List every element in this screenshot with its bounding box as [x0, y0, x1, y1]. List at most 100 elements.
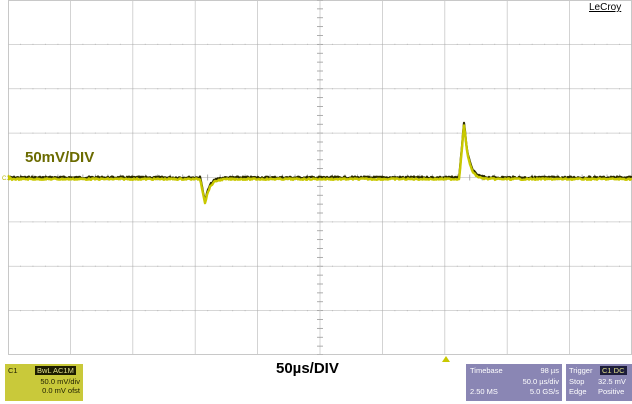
grid-dot	[194, 43, 196, 45]
grid-dot	[593, 43, 596, 45]
grid-dot	[431, 310, 433, 312]
grid-dot	[144, 221, 146, 223]
grid-dot	[19, 132, 22, 134]
grid-dot	[207, 265, 209, 267]
coupling-badge: BwL AC1M	[35, 366, 76, 375]
grid-dot	[32, 310, 34, 312]
grid-dot	[44, 221, 47, 223]
grid-dot	[331, 221, 334, 223]
grid-dot	[618, 310, 621, 312]
grid-dot	[581, 310, 583, 312]
grid-dot	[144, 88, 146, 90]
grid-dot	[593, 221, 596, 223]
grid-dot	[257, 132, 259, 134]
grid-dot	[306, 132, 309, 134]
grid-dot	[306, 310, 309, 312]
grid-dot	[182, 88, 184, 90]
grid-dot	[606, 88, 608, 90]
grid-dot	[244, 265, 246, 267]
grid-dot	[157, 265, 159, 267]
grid-dot	[581, 265, 583, 267]
grid-dot	[169, 310, 171, 312]
grid-dot	[69, 88, 71, 90]
grid-dot	[444, 310, 446, 312]
grid-dot	[119, 132, 121, 134]
grid-dot	[544, 265, 546, 267]
grid-dot	[157, 310, 159, 312]
grid-dot	[456, 132, 458, 134]
grid-dot	[219, 132, 221, 134]
grid-dot	[57, 43, 59, 45]
grid-dot	[269, 310, 271, 312]
grid-dot	[394, 132, 396, 134]
grid-dot	[606, 221, 608, 223]
grid-dot	[269, 221, 271, 223]
timebase-panel[interactable]: Timebase 98 µs 50.0 µs/div 2.50 MS 5.0 G…	[466, 364, 562, 401]
grid-dot	[369, 310, 371, 312]
grid-dot	[344, 265, 346, 267]
grid-dot	[481, 310, 483, 312]
grid-dot	[431, 88, 433, 90]
grid-dot	[394, 88, 396, 90]
grid-dot	[606, 310, 608, 312]
grid-dot	[219, 310, 221, 312]
time-per-div: 50.0 µs/div	[522, 377, 559, 386]
grid-dot	[481, 43, 483, 45]
grid-dot	[618, 132, 621, 134]
grid-dot	[257, 221, 259, 223]
grid-dot	[244, 310, 246, 312]
grid-dot	[469, 221, 471, 223]
grid-dot	[556, 132, 558, 134]
grid-dot	[506, 310, 508, 312]
grid-dot	[519, 43, 521, 45]
trigger-panel[interactable]: Trigger C1 DC Stop 32.5 mV Edge Positive	[566, 364, 632, 401]
grid-dot	[207, 43, 209, 45]
grid-dot	[119, 310, 121, 312]
grid-dot	[169, 132, 171, 134]
grid-dot	[82, 221, 84, 223]
grid-dot	[194, 265, 196, 267]
grid-dot	[169, 88, 171, 90]
memory-length: 2.50 MS	[470, 387, 498, 396]
grid-dot	[431, 265, 433, 267]
grid-dot	[244, 43, 246, 45]
grid-dot	[481, 221, 483, 223]
grid-dot	[306, 221, 309, 223]
grid-dot	[107, 88, 109, 90]
grid-dot	[381, 132, 383, 134]
grid-dot	[219, 88, 221, 90]
grid-dot	[456, 43, 458, 45]
grid-dot	[232, 310, 234, 312]
grid-dot	[344, 132, 346, 134]
grid-dot	[406, 88, 408, 90]
grid-dot	[169, 43, 171, 45]
sample-rate: 5.0 GS/s	[529, 387, 559, 396]
grid-dot	[44, 132, 47, 134]
channel-1-panel[interactable]: C1 BwL AC1M 50.0 mV/div 0.0 mV ofst	[5, 364, 83, 401]
grid-dot	[519, 88, 521, 90]
grid-dot	[406, 132, 408, 134]
grid-dot	[531, 88, 533, 90]
grid-dot	[82, 43, 84, 45]
grid-dot	[8, 265, 9, 267]
grid-dot	[456, 310, 458, 312]
grid-dot	[569, 265, 571, 267]
grid-dot	[406, 221, 408, 223]
grid-dot	[581, 88, 583, 90]
grid-dot	[369, 132, 371, 134]
grid-dot	[406, 43, 408, 45]
grid-dot	[581, 43, 583, 45]
timebase-delay: 98 µs	[540, 366, 560, 375]
grid-dot	[19, 43, 22, 45]
grid-dot	[356, 88, 359, 90]
grid-dot	[44, 265, 47, 267]
grid-dot	[506, 88, 508, 90]
grid-dot	[456, 88, 458, 90]
grid-dot	[157, 88, 159, 90]
grid-dot	[232, 132, 234, 134]
grid-dot	[531, 221, 533, 223]
grid-dot	[506, 221, 508, 223]
grid-dot	[132, 265, 134, 267]
grid-dot	[132, 88, 134, 90]
